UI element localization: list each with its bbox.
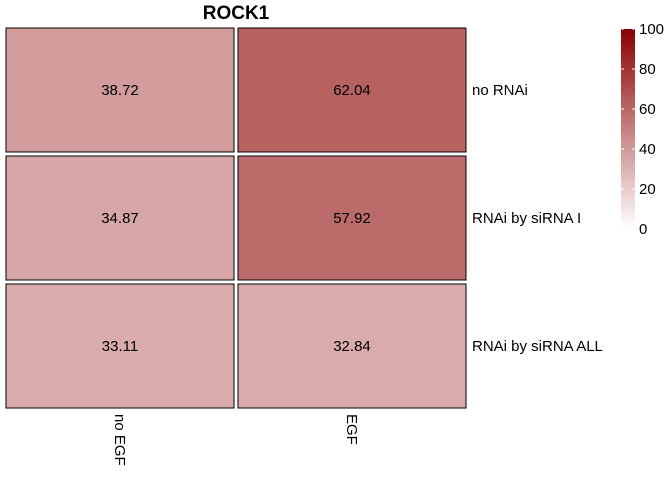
colorbar-tick-label: 40	[639, 141, 656, 158]
row-label: no RNAi	[472, 82, 528, 99]
column-label: no EGF	[111, 414, 128, 466]
heatmap-cell	[237, 27, 467, 153]
cell-value-label: 33.11	[102, 338, 138, 355]
heatmap-cell	[5, 155, 235, 281]
heatmap-cell	[5, 283, 235, 409]
row-labels: no RNAi RNAi by siRNA I RNAi by siRNA ALL	[472, 82, 603, 355]
colorbar-legend: 0 20 40 60 80 100	[621, 21, 664, 238]
cell-value-label: 38.72	[101, 82, 139, 99]
cell-value-label: 57.92	[333, 210, 371, 227]
colorbar-tick-label: 0	[639, 221, 647, 238]
colorbar-tick-label: 60	[639, 101, 656, 118]
colorbar-tick-label: 20	[639, 181, 656, 198]
cell-value-label: 34.87	[101, 210, 139, 227]
colorbar-gradient	[621, 29, 635, 229]
column-label: EGF	[343, 414, 360, 445]
heatmap-cell	[5, 27, 235, 153]
cell-value-label: 32.84	[333, 338, 371, 355]
cell-value-label: 62.04	[333, 82, 371, 99]
colorbar-tick-label: 80	[639, 61, 656, 78]
heatmap-cell	[237, 155, 467, 281]
heatmap-cell	[237, 283, 467, 409]
heatmap-cells: 38.72 62.04 34.87 57.92 33.11 32.84	[5, 27, 467, 409]
colorbar-tick-label: 100	[639, 21, 664, 38]
column-labels: no EGF EGF	[111, 414, 360, 466]
row-label: RNAi by siRNA ALL	[472, 338, 603, 355]
row-label: RNAi by siRNA I	[472, 210, 581, 227]
chart-title: ROCK1	[203, 3, 270, 24]
